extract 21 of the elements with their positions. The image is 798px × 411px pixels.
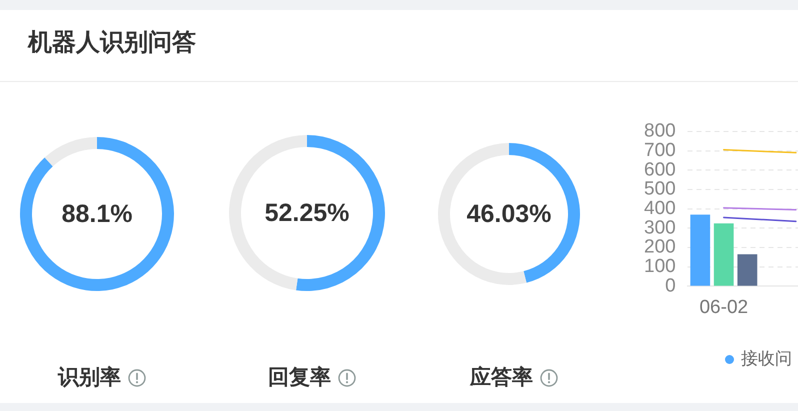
text: 应答率 bbox=[470, 366, 533, 390]
text: 52.25% bbox=[264, 198, 350, 227]
y-tick-label: 600 bbox=[644, 159, 676, 180]
y-tick-label: 0 bbox=[665, 275, 676, 296]
y-tick-label: 800 bbox=[644, 120, 676, 142]
bar bbox=[714, 223, 734, 286]
text: 88.1% bbox=[62, 200, 132, 228]
y-tick-label: 200 bbox=[644, 236, 676, 258]
bar bbox=[690, 214, 710, 286]
y-tick-label: 300 bbox=[644, 217, 676, 238]
y-tick-label: 700 bbox=[644, 140, 676, 161]
y-tick-label: 500 bbox=[644, 178, 676, 200]
text: 识别率 bbox=[58, 366, 121, 390]
text: 回复率 bbox=[268, 366, 331, 390]
text: 46.03% bbox=[466, 200, 552, 228]
y-tick-label: 100 bbox=[644, 256, 676, 278]
text: 机器人识别问答 bbox=[28, 29, 196, 57]
bar bbox=[737, 254, 758, 286]
x-tick-label: 06-02 bbox=[699, 296, 748, 318]
legend-label: 接收问 bbox=[740, 348, 792, 370]
y-tick-label: 400 bbox=[644, 198, 676, 220]
